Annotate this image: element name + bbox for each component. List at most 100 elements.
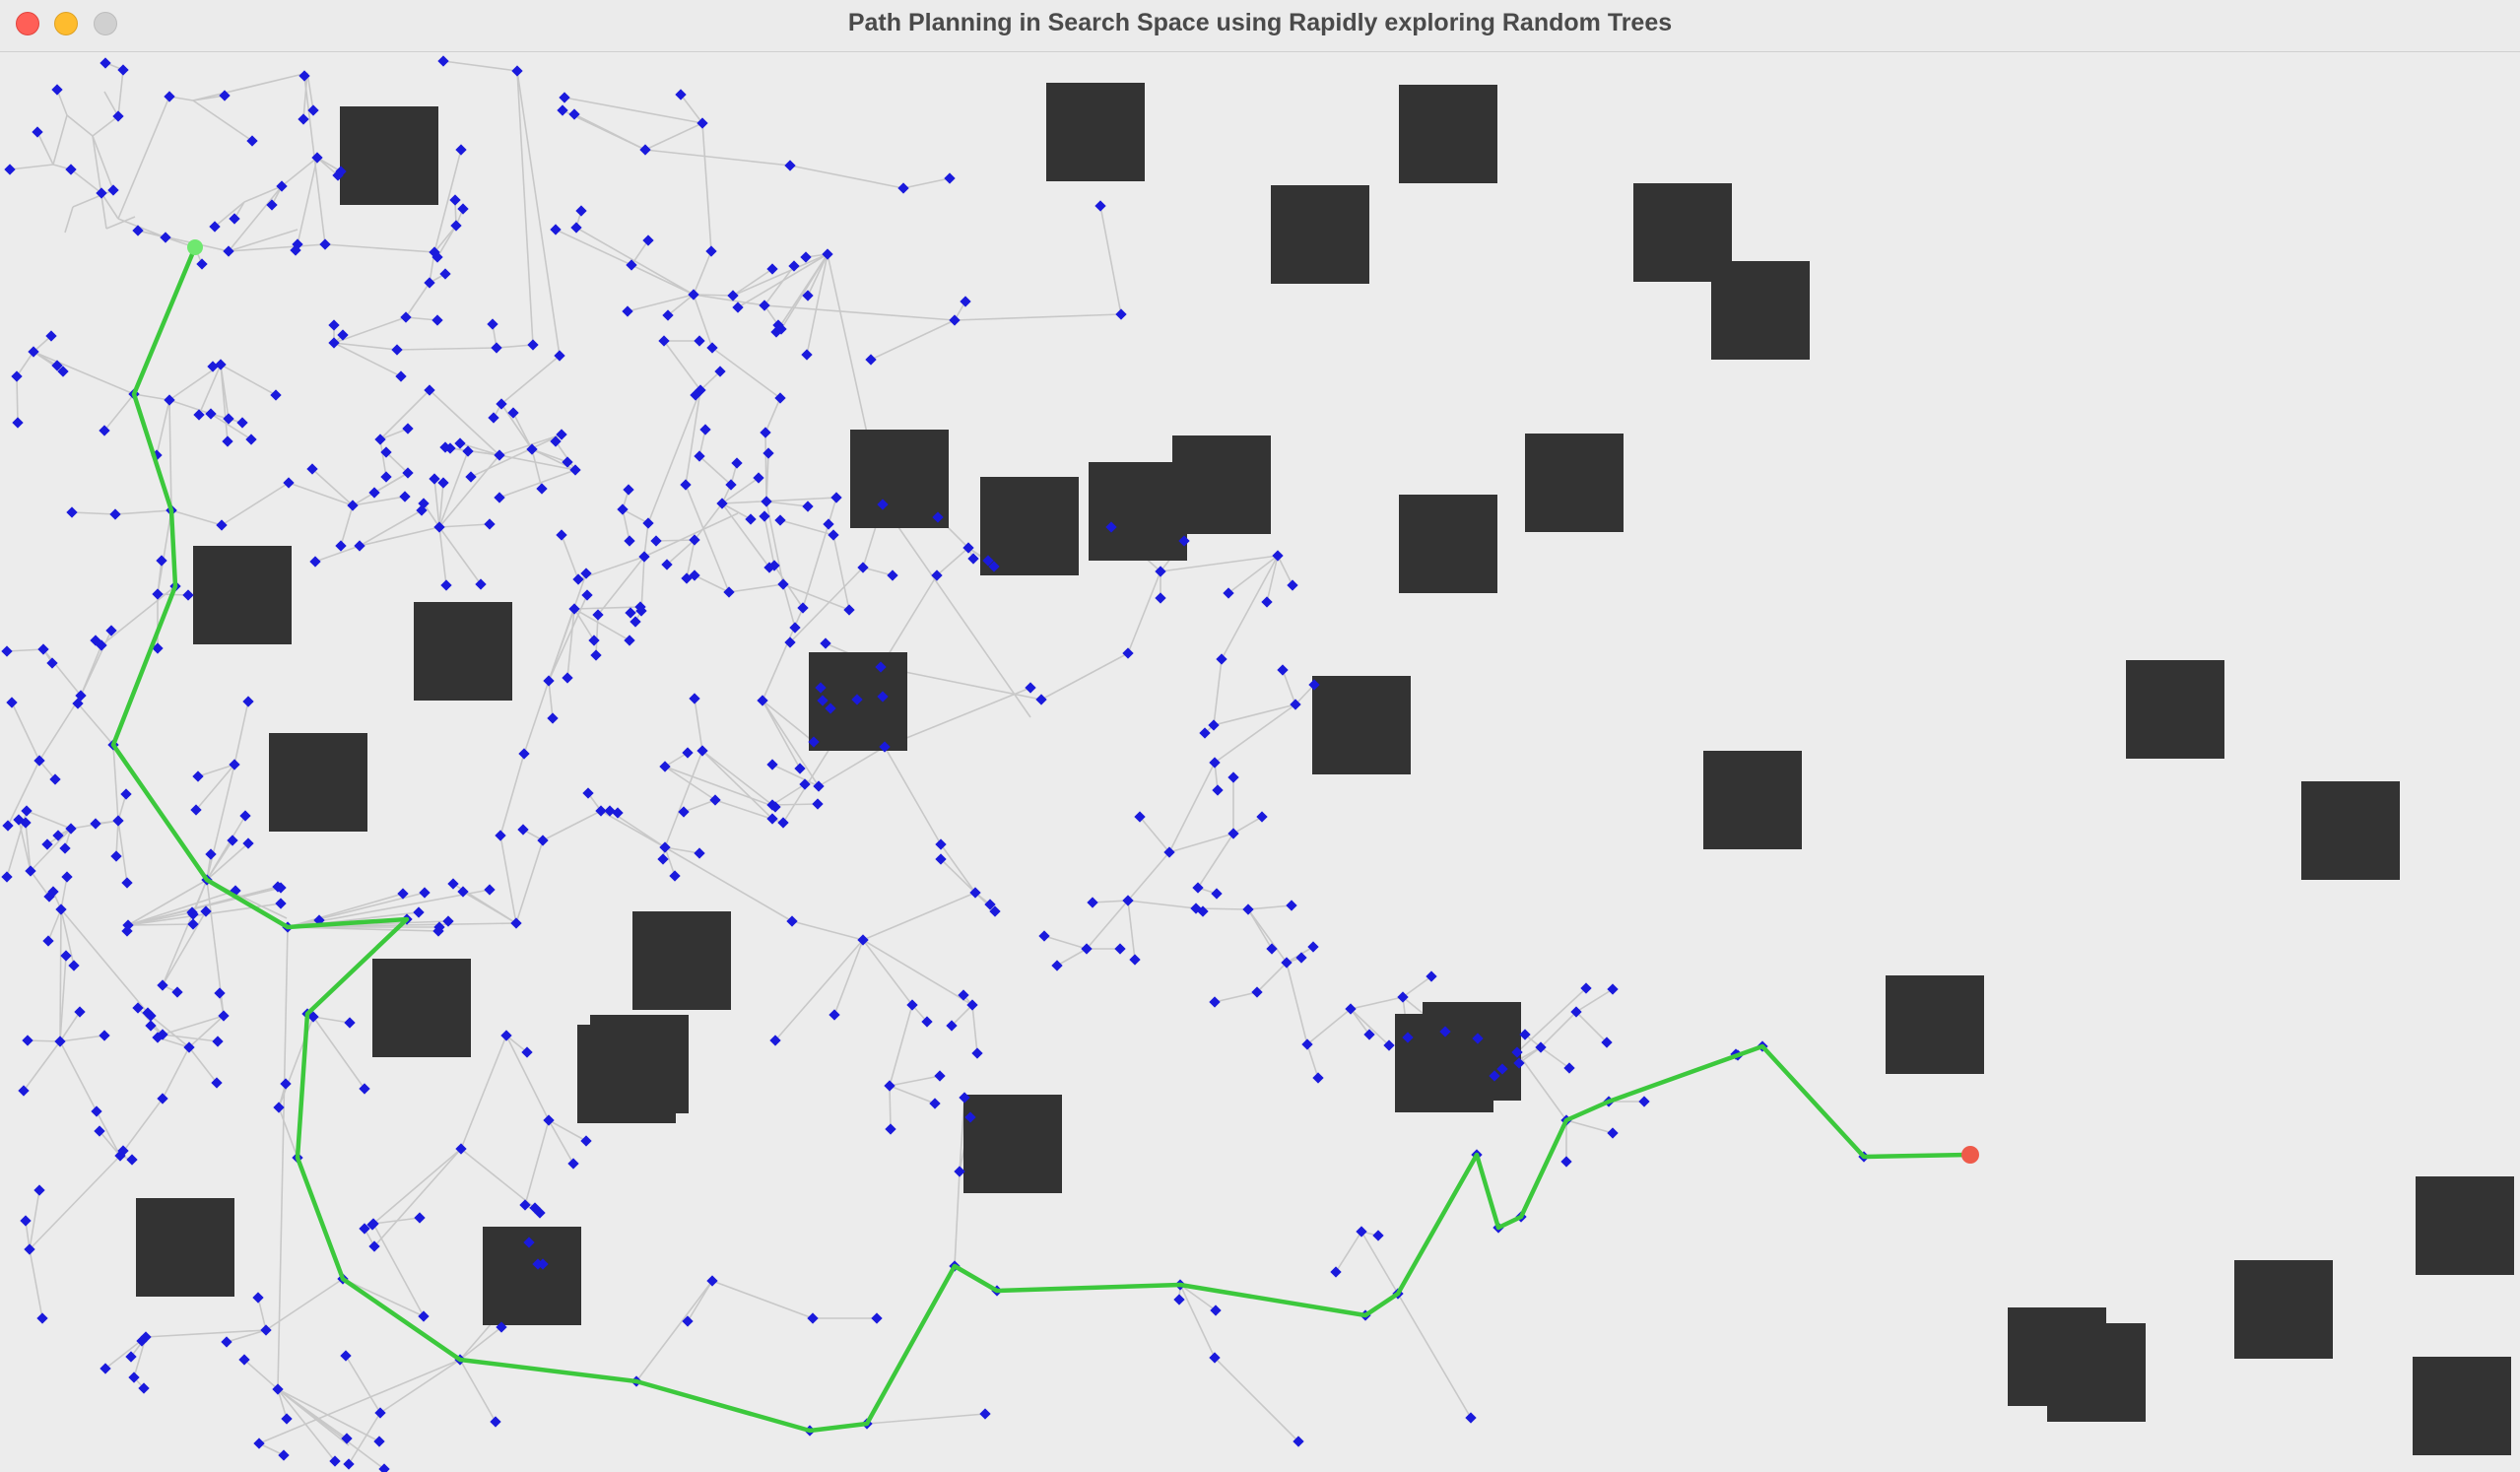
tree-node (1227, 828, 1239, 839)
tree-edge (27, 1039, 61, 1042)
obstacle (193, 546, 292, 644)
tree-edge (312, 1016, 365, 1090)
tree-node (437, 477, 449, 489)
tree-node (966, 999, 978, 1011)
close-window-button[interactable] (16, 12, 39, 35)
tree-node (745, 513, 757, 525)
tree-node (439, 268, 451, 280)
tree-node (934, 1070, 946, 1082)
tree-node (488, 412, 499, 424)
tree-edge (732, 253, 829, 297)
tree-edge (127, 890, 236, 926)
tree-node (1266, 943, 1278, 955)
tree-edge (433, 478, 440, 528)
tree-edge (66, 114, 94, 137)
tree-node (142, 1007, 154, 1019)
tree-node (1210, 1305, 1222, 1316)
tree-node (462, 445, 474, 457)
tree-node (1227, 771, 1239, 783)
tree-edge (548, 680, 554, 719)
tree-node (413, 906, 425, 918)
tree-node (1563, 1062, 1575, 1074)
tree-node (424, 384, 435, 396)
tree-node (190, 804, 202, 816)
tree-edge (951, 1004, 973, 1027)
tree-edge (442, 60, 518, 72)
tree-node (682, 747, 694, 759)
tree-node (431, 314, 443, 326)
tree-node (949, 314, 961, 326)
tree-node (117, 1145, 129, 1157)
tree-node (696, 745, 708, 757)
tree-edge (228, 229, 298, 252)
tree-edge (664, 846, 700, 854)
tree-node (657, 853, 669, 865)
tree-node (416, 504, 428, 516)
tree-edge (206, 815, 246, 881)
tree-node (723, 586, 735, 598)
tree-node (731, 457, 743, 469)
tree-node (797, 602, 809, 614)
tree-edge (127, 879, 208, 926)
tree-edge (1086, 900, 1129, 950)
tree-edge (828, 497, 837, 525)
tree-edge (348, 1412, 381, 1465)
tree-node (402, 423, 414, 435)
tree-node (1209, 757, 1221, 769)
tree-node (442, 915, 454, 927)
tree-node (397, 888, 409, 900)
tree-edge (1247, 904, 1293, 910)
tree-node (763, 562, 775, 573)
tree-node (24, 1243, 35, 1255)
tree-node (1025, 682, 1036, 694)
tree-node (424, 277, 435, 289)
tree-node (1197, 905, 1209, 917)
tree-node (689, 569, 700, 581)
tree-node (491, 342, 502, 354)
tree-node (526, 443, 538, 455)
tree-node (732, 301, 744, 313)
tree-node (1511, 1046, 1523, 1058)
tree-edge (197, 764, 235, 777)
obstacle (1271, 185, 1369, 284)
tree-node (590, 649, 602, 661)
tree-node (431, 251, 443, 263)
tree-edge (1127, 900, 1197, 909)
tree-node (1290, 699, 1301, 710)
obstacle (269, 733, 367, 832)
zoom-window-button[interactable] (94, 12, 117, 35)
tree-node (1472, 1033, 1484, 1044)
tree-node (550, 435, 562, 447)
tree-edge (438, 482, 444, 528)
tree-edge (548, 1119, 587, 1142)
tree-node (1256, 811, 1268, 823)
tree-node (690, 389, 701, 401)
tree-node (808, 736, 820, 748)
tree-node (830, 492, 842, 503)
tree-node (380, 446, 392, 458)
tree-node (979, 1408, 991, 1420)
tree-node (283, 477, 295, 489)
tree-node (354, 540, 365, 552)
tree-edge (297, 157, 318, 245)
tree-edge (1040, 652, 1129, 701)
tree-node (186, 906, 198, 918)
minimize-window-button[interactable] (54, 12, 78, 35)
tree-node (52, 830, 64, 841)
tree-node (1295, 952, 1307, 964)
tree-edge (117, 793, 127, 822)
tree-edge (302, 72, 308, 120)
tree-edge (1350, 1008, 1370, 1036)
tree-node (273, 1102, 285, 1113)
tree-edge (663, 340, 701, 391)
obstacle (1711, 261, 1810, 360)
tree-node (1308, 679, 1320, 691)
tree-node (222, 435, 233, 447)
tree-node (562, 456, 573, 468)
tree-node (989, 905, 1001, 917)
tree-node (373, 1436, 385, 1447)
tree-edge (763, 304, 956, 321)
tree-node (813, 780, 825, 792)
title-bar[interactable]: Path Planning in Search Space using Rapi… (0, 0, 2520, 52)
tree-edge (38, 760, 56, 780)
